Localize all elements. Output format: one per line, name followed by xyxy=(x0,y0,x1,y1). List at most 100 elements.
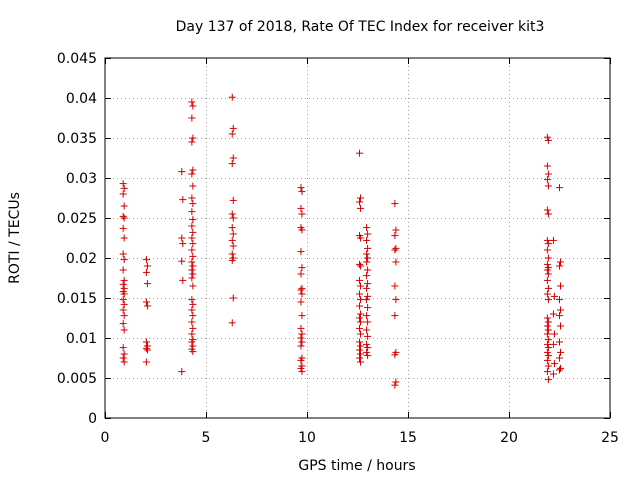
data-point xyxy=(544,326,552,334)
data-point xyxy=(119,306,127,314)
data-point xyxy=(357,262,365,270)
data-point xyxy=(557,348,565,356)
y-tick-label: 0.045 xyxy=(57,51,97,67)
data-point xyxy=(297,334,305,342)
data-point xyxy=(119,344,127,352)
data-point xyxy=(363,348,371,356)
data-point xyxy=(119,296,127,304)
data-point xyxy=(363,258,371,266)
x-tick-labels: 0 5 10 15 20 25 xyxy=(101,430,619,446)
y-tick-labels: 0 0.005 0.01 0.015 0.02 0.025 0.03 0.035 0.04 0.0… xyxy=(57,51,97,427)
data-point xyxy=(543,162,551,170)
data-point xyxy=(178,257,186,265)
data-point xyxy=(189,216,197,224)
data-point xyxy=(556,262,563,270)
data-point xyxy=(544,254,552,262)
data-point xyxy=(544,210,552,218)
data-point xyxy=(549,310,557,318)
data-point xyxy=(392,378,400,386)
data-point xyxy=(356,346,364,354)
data-point xyxy=(357,234,365,242)
data-point xyxy=(357,194,365,202)
data-point xyxy=(357,282,365,290)
data-point xyxy=(557,258,565,266)
data-point xyxy=(119,190,127,198)
data-point xyxy=(364,254,372,262)
data-point xyxy=(188,208,196,216)
data-point xyxy=(142,268,150,276)
data-point xyxy=(188,266,196,274)
data-point xyxy=(188,318,196,326)
data-point xyxy=(544,270,552,278)
data-point xyxy=(189,252,197,260)
data-point xyxy=(119,180,127,188)
data-point xyxy=(143,280,151,288)
data-point xyxy=(178,234,186,242)
data-point xyxy=(119,266,127,274)
data-point xyxy=(392,258,400,266)
x-axis-label: GPS time / hours xyxy=(298,458,415,474)
data-point xyxy=(188,338,196,346)
data-point xyxy=(298,330,306,338)
data-point xyxy=(543,368,551,376)
data-point xyxy=(544,284,552,292)
data-point xyxy=(364,266,372,274)
data-point xyxy=(543,340,551,348)
x-tick-label: 20 xyxy=(500,430,518,446)
data-point xyxy=(142,256,150,264)
data-point xyxy=(364,244,372,252)
data-point xyxy=(557,306,565,314)
data-point xyxy=(120,276,128,284)
data-point xyxy=(363,284,371,292)
data-point xyxy=(229,154,237,162)
data-point xyxy=(297,248,305,256)
data-point xyxy=(391,351,399,359)
data-point xyxy=(556,354,563,362)
data-point xyxy=(364,332,372,340)
data-point xyxy=(297,342,305,350)
data-point xyxy=(363,236,371,244)
data-point xyxy=(550,292,558,300)
data-point xyxy=(357,204,365,212)
data-point xyxy=(556,184,563,192)
data-point xyxy=(544,136,552,144)
y-tick-label: 0 xyxy=(88,411,97,427)
data-point xyxy=(544,170,552,178)
data-point xyxy=(228,130,236,138)
data-point xyxy=(120,214,128,222)
data-point xyxy=(189,324,197,332)
data-point xyxy=(188,306,196,314)
data-point xyxy=(189,182,197,190)
data-point xyxy=(391,381,399,389)
data-point xyxy=(544,182,552,190)
data-point xyxy=(543,176,551,184)
data-point xyxy=(298,338,306,346)
data-point xyxy=(392,296,400,304)
data-point xyxy=(120,290,128,298)
data-point xyxy=(228,256,236,264)
data-point xyxy=(229,196,237,204)
data-point xyxy=(364,352,372,360)
data-point xyxy=(543,236,551,244)
data-point xyxy=(363,224,371,232)
data-point xyxy=(543,276,551,284)
data-point xyxy=(142,344,150,352)
data-point xyxy=(119,320,127,328)
data-point xyxy=(357,342,365,350)
data-point xyxy=(142,338,150,346)
data-point xyxy=(392,244,400,252)
data-point xyxy=(543,290,551,298)
data-point xyxy=(179,196,187,204)
data-point xyxy=(189,134,197,142)
data-point xyxy=(356,198,364,206)
data-point xyxy=(143,262,151,270)
data-point xyxy=(544,296,552,304)
data-point xyxy=(178,368,186,376)
data-point xyxy=(544,376,552,384)
data-point xyxy=(298,210,306,218)
grid-lines xyxy=(105,58,610,418)
data-point xyxy=(549,236,557,244)
data-point xyxy=(543,133,551,141)
data-point xyxy=(544,240,552,248)
data-point xyxy=(297,298,305,306)
